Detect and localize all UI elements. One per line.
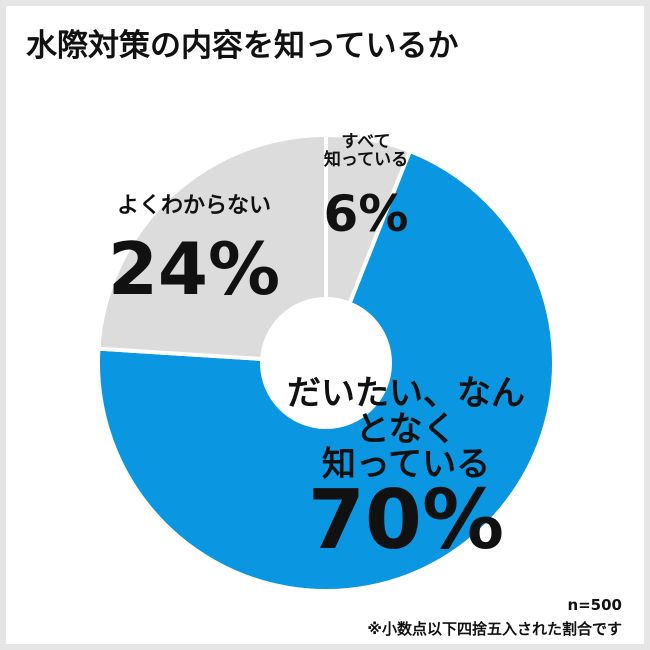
category-label: よくわからない	[116, 193, 272, 219]
value-label: 24%	[107, 227, 281, 312]
donut-slice	[96, 148, 556, 593]
value-label: 6%	[323, 184, 409, 243]
chart-title: 水際対策の内容を知っているか	[26, 28, 459, 64]
annotation: n=500	[567, 596, 622, 614]
value-label: 70%	[307, 472, 505, 568]
donut-slice	[96, 132, 328, 362]
annotation: ※小数点以下四捨五入された割合です	[367, 620, 622, 638]
chart	[96, 132, 556, 593]
category-label: だいたい、なんとなく 知っている	[287, 373, 525, 485]
category-label: すべて 知っている	[323, 132, 409, 170]
